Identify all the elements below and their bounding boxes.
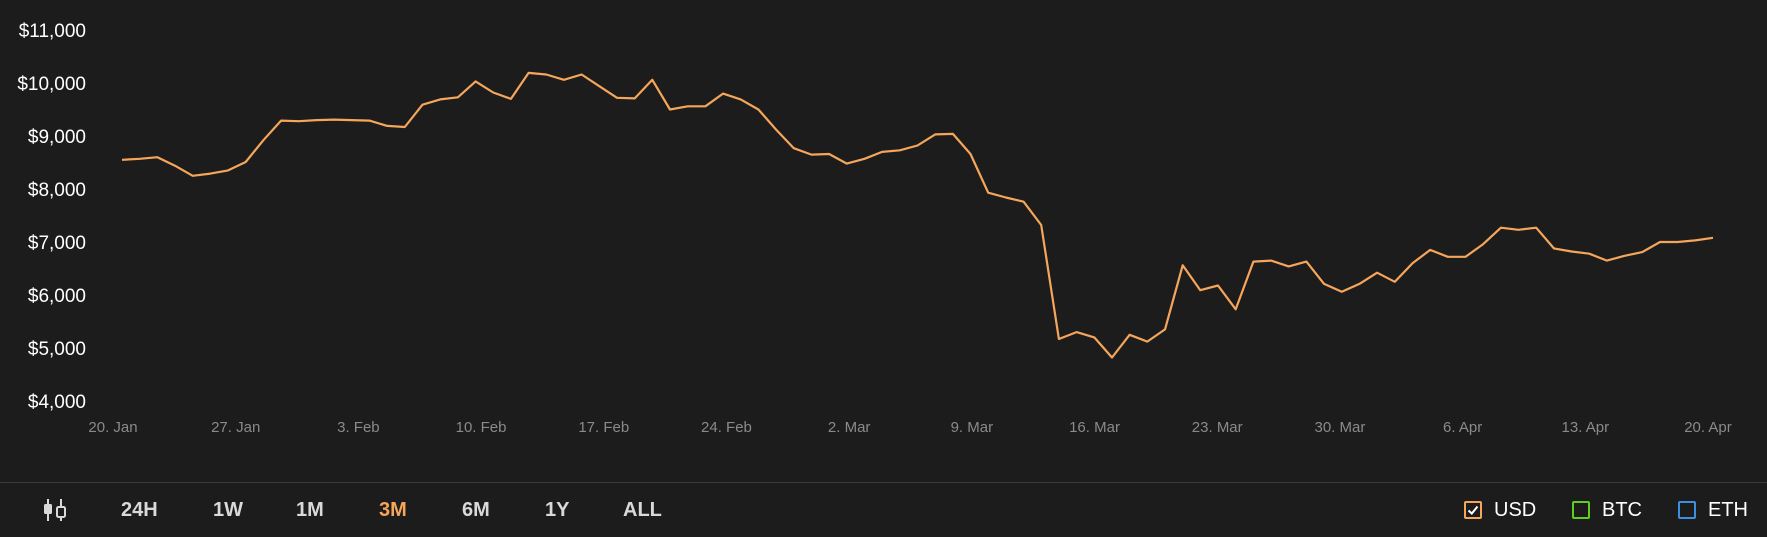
y-tick-label: $11,000 — [19, 21, 86, 42]
range-button-6m[interactable]: 6M — [462, 499, 490, 521]
y-tick-label: $8,000 — [28, 180, 86, 201]
currency-label-eth: ETH — [1708, 498, 1748, 521]
x-tick-label: 10. Feb — [456, 419, 507, 436]
checkbox-icon[interactable] — [1572, 501, 1590, 519]
x-tick-label: 30. Mar — [1314, 419, 1365, 436]
x-tick-label: 17. Feb — [578, 419, 629, 436]
range-button-all[interactable]: ALL — [623, 499, 662, 521]
currency-label-btc: BTC — [1602, 498, 1642, 521]
x-tick-label: 27. Jan — [211, 419, 260, 436]
y-tick-label: $10,000 — [17, 74, 86, 95]
range-toolbar: 24H 1W 1M 3M 6M 1Y ALL USD BTC ETH — [0, 483, 1767, 537]
x-tick-label: 6. Apr — [1443, 419, 1482, 436]
y-axis: $11,000 $10,000 $9,000 $8,000 $7,000 $6,000 $5… — [17, 21, 86, 413]
x-axis: 20. Jan 27. Jan 3. Feb 10. Feb 17. Feb 24. Fe… — [88, 419, 1731, 436]
x-tick-label: 16. Mar — [1069, 419, 1120, 436]
x-tick-label: 2. Mar — [828, 419, 871, 436]
checkmark-icon — [1467, 505, 1479, 515]
x-tick-label: 24. Feb — [701, 419, 752, 436]
y-tick-label: $5,000 — [28, 339, 86, 360]
price-chart: $11,000 $10,000 $9,000 $8,000 $7,000 $6,000 $5… — [17, 21, 1731, 436]
x-tick-label: 20. Jan — [88, 419, 137, 436]
y-tick-label: $9,000 — [28, 127, 86, 148]
x-tick-label: 9. Mar — [951, 419, 994, 436]
range-button-1y[interactable]: 1Y — [545, 499, 570, 521]
price-chart-svg: $11,000 $10,000 $9,000 $8,000 $7,000 $6,000 $5… — [17, 21, 1731, 436]
y-tick-label: $6,000 — [28, 286, 86, 307]
y-tick-label: $4,000 — [28, 392, 86, 413]
x-tick-label: 23. Mar — [1192, 419, 1243, 436]
x-tick-label: 13. Apr — [1562, 419, 1610, 436]
checkbox-icon[interactable] — [1464, 501, 1482, 519]
range-button-1w[interactable]: 1W — [213, 499, 243, 521]
x-tick-label: 3. Feb — [337, 419, 380, 436]
range-button-1m[interactable]: 1M — [296, 499, 324, 521]
checkbox-icon[interactable] — [1678, 501, 1696, 519]
y-tick-label: $7,000 — [28, 233, 86, 254]
currency-toggle-usd[interactable]: USD — [1464, 483, 1536, 537]
range-button-3m[interactable]: 3M — [379, 499, 407, 521]
currency-toggle-btc[interactable]: BTC — [1572, 483, 1642, 537]
currency-label-usd: USD — [1494, 498, 1537, 521]
range-button-24h[interactable]: 24H — [121, 499, 158, 521]
currency-toggle-eth[interactable]: ETH — [1678, 483, 1748, 537]
toolbar-divider — [0, 482, 1767, 483]
x-tick-label: 20. Apr — [1684, 419, 1732, 436]
price-line — [121, 71, 1714, 359]
candlestick-icon[interactable] — [42, 498, 68, 522]
